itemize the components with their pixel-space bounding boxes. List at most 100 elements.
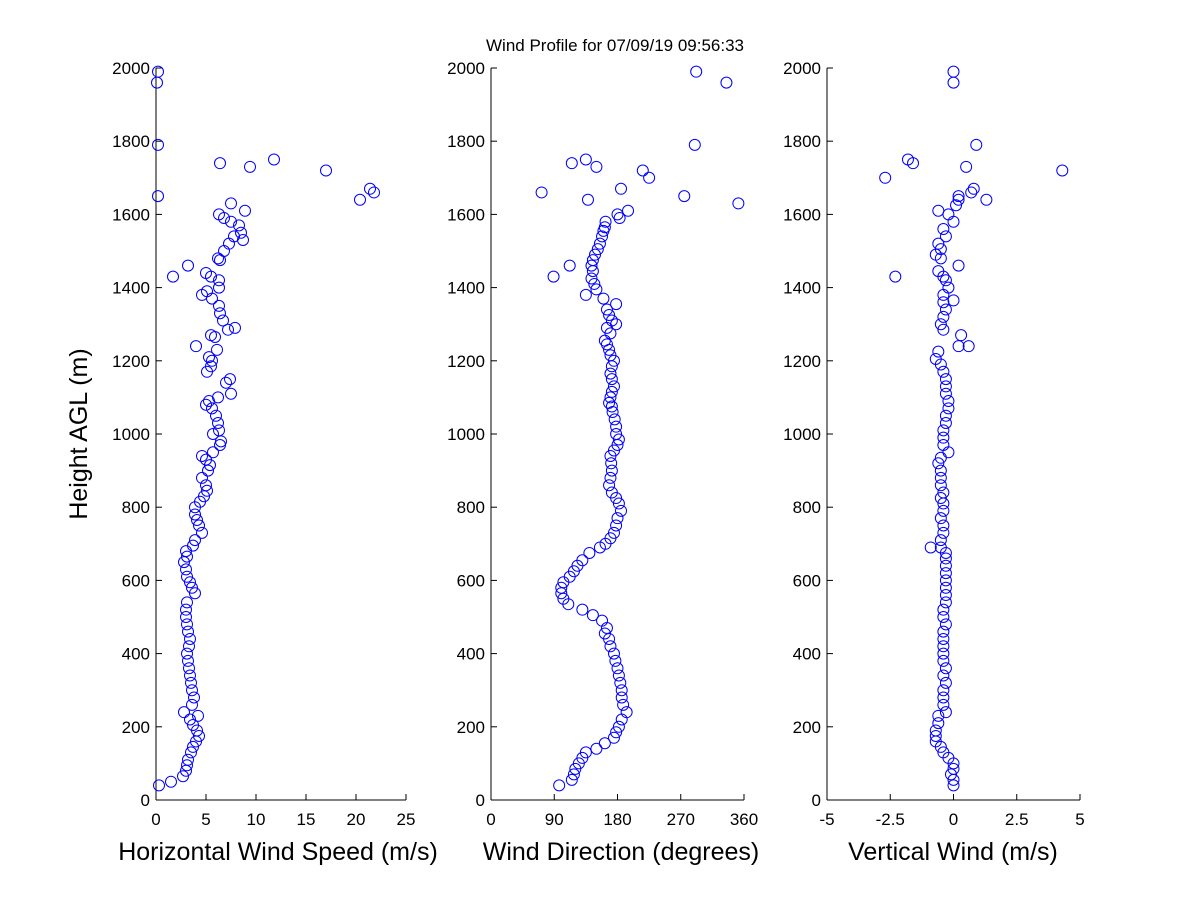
data-point bbox=[244, 160, 256, 173]
data-point bbox=[237, 234, 249, 247]
data-point bbox=[937, 640, 950, 653]
data-point bbox=[576, 603, 589, 616]
data-point bbox=[934, 464, 947, 477]
data-point bbox=[581, 193, 594, 206]
data-point bbox=[180, 563, 192, 576]
data-point bbox=[678, 190, 691, 203]
data-point bbox=[152, 190, 164, 203]
data-point bbox=[952, 190, 965, 203]
data-point bbox=[937, 504, 950, 517]
data-point bbox=[937, 684, 950, 697]
data-point bbox=[165, 775, 177, 788]
figure-title: Wind Profile for 07/09/19 09:56:33 bbox=[486, 36, 744, 55]
data-point bbox=[610, 519, 623, 532]
data-point bbox=[947, 76, 960, 89]
data-point bbox=[152, 65, 164, 78]
data-point bbox=[620, 706, 633, 719]
data-point bbox=[185, 746, 197, 759]
data-point bbox=[937, 526, 950, 539]
data-point bbox=[182, 259, 194, 272]
data-point bbox=[598, 627, 611, 640]
data-point bbox=[196, 526, 208, 539]
data-point bbox=[196, 471, 208, 484]
data-point bbox=[947, 65, 960, 78]
data-point bbox=[939, 706, 952, 719]
data-point bbox=[320, 164, 332, 177]
data-point bbox=[720, 76, 733, 89]
data-point bbox=[210, 409, 222, 422]
data-point bbox=[183, 640, 195, 653]
data-point bbox=[613, 212, 626, 225]
data-point bbox=[182, 654, 194, 667]
data-point bbox=[929, 729, 942, 742]
y-tick-label: 1200 bbox=[112, 352, 150, 371]
data-point bbox=[206, 292, 218, 305]
data-point bbox=[177, 770, 189, 783]
y-tick-label: 1800 bbox=[783, 132, 821, 151]
data-point bbox=[206, 402, 218, 415]
data-point bbox=[181, 570, 193, 583]
y-tick-label: 1000 bbox=[783, 425, 821, 444]
data-point bbox=[942, 281, 955, 294]
data-point bbox=[181, 647, 193, 660]
data-point bbox=[942, 208, 955, 221]
data-point bbox=[952, 340, 965, 353]
y-tick-label: 800 bbox=[457, 498, 485, 517]
data-point bbox=[937, 323, 950, 336]
data-point bbox=[212, 252, 224, 265]
data-point bbox=[934, 471, 947, 484]
data-point bbox=[576, 554, 589, 567]
data-point bbox=[939, 230, 952, 243]
data-point bbox=[605, 373, 618, 386]
y-tick-label: 1400 bbox=[783, 279, 821, 298]
data-point bbox=[239, 204, 251, 217]
y-tick-label: 1200 bbox=[447, 352, 485, 371]
y-tick-label: 400 bbox=[457, 645, 485, 664]
data-point bbox=[612, 720, 625, 733]
data-point bbox=[939, 552, 952, 565]
data-point bbox=[937, 625, 950, 638]
data-point bbox=[612, 669, 625, 682]
data-point bbox=[178, 706, 190, 719]
data-point bbox=[937, 669, 950, 682]
data-point bbox=[223, 237, 235, 250]
y-tick-label: 2000 bbox=[447, 59, 485, 78]
data-point bbox=[962, 340, 975, 353]
data-point bbox=[207, 428, 219, 440]
data-point bbox=[929, 352, 942, 365]
x-axis-label: Wind Direction (degrees) bbox=[483, 838, 760, 866]
data-point bbox=[937, 519, 950, 532]
data-point bbox=[937, 698, 950, 711]
x-tick-label: 15 bbox=[297, 810, 316, 829]
y-tick-label: 1600 bbox=[447, 205, 485, 224]
data-point bbox=[605, 486, 618, 499]
data-point bbox=[937, 288, 950, 301]
data-point bbox=[607, 526, 620, 539]
data-point bbox=[186, 684, 198, 697]
data-point bbox=[152, 138, 164, 151]
x-tick-label: 270 bbox=[667, 810, 695, 829]
data-point bbox=[932, 237, 945, 250]
x-tick-label: 2.5 bbox=[1005, 810, 1029, 829]
data-point bbox=[937, 746, 950, 759]
data-point bbox=[937, 603, 950, 616]
data-point bbox=[599, 215, 612, 228]
data-point bbox=[567, 768, 580, 781]
data-point bbox=[203, 351, 215, 364]
data-point bbox=[205, 360, 217, 373]
data-point bbox=[939, 303, 952, 316]
data-point bbox=[603, 309, 616, 322]
data-point bbox=[596, 230, 609, 243]
y-tick-label: 200 bbox=[122, 718, 150, 737]
data-point bbox=[929, 724, 942, 737]
data-point bbox=[547, 270, 560, 283]
y-tick-label: 1000 bbox=[112, 425, 150, 444]
data-point bbox=[952, 193, 965, 206]
x-tick-label: 5 bbox=[1075, 810, 1084, 829]
x-tick-label: 360 bbox=[730, 810, 758, 829]
data-point bbox=[615, 691, 628, 704]
data-point bbox=[213, 274, 225, 287]
data-point bbox=[937, 223, 950, 236]
data-point bbox=[590, 742, 603, 755]
